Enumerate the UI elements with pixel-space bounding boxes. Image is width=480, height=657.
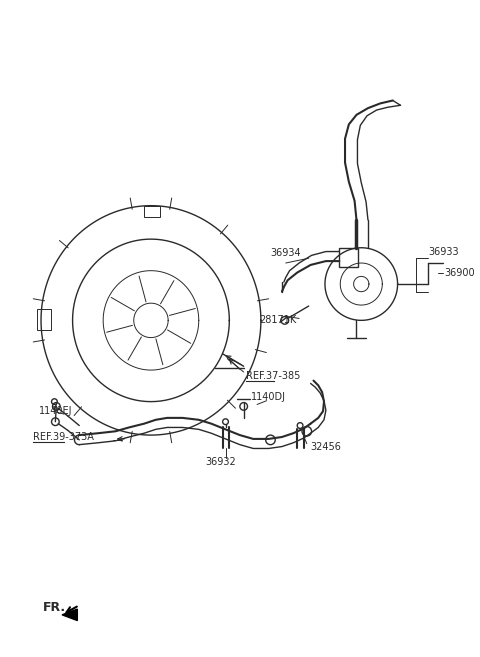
Polygon shape	[62, 609, 77, 621]
Bar	[37, 309, 50, 330]
Text: FR.: FR.	[43, 600, 66, 614]
Text: 36933: 36933	[428, 246, 459, 256]
Text: REF.39-373A: REF.39-373A	[34, 432, 94, 442]
Text: REF.37-385: REF.37-385	[246, 371, 300, 381]
Text: 36932: 36932	[205, 457, 236, 467]
Text: 28171K: 28171K	[259, 315, 296, 325]
Bar	[339, 248, 359, 267]
Text: 32456: 32456	[311, 442, 341, 451]
Text: 36934: 36934	[270, 248, 301, 258]
Text: 1140EJ: 1140EJ	[39, 406, 72, 416]
Bar	[144, 206, 159, 217]
Text: 1140DJ: 1140DJ	[252, 392, 287, 402]
Text: 36900: 36900	[444, 267, 475, 277]
